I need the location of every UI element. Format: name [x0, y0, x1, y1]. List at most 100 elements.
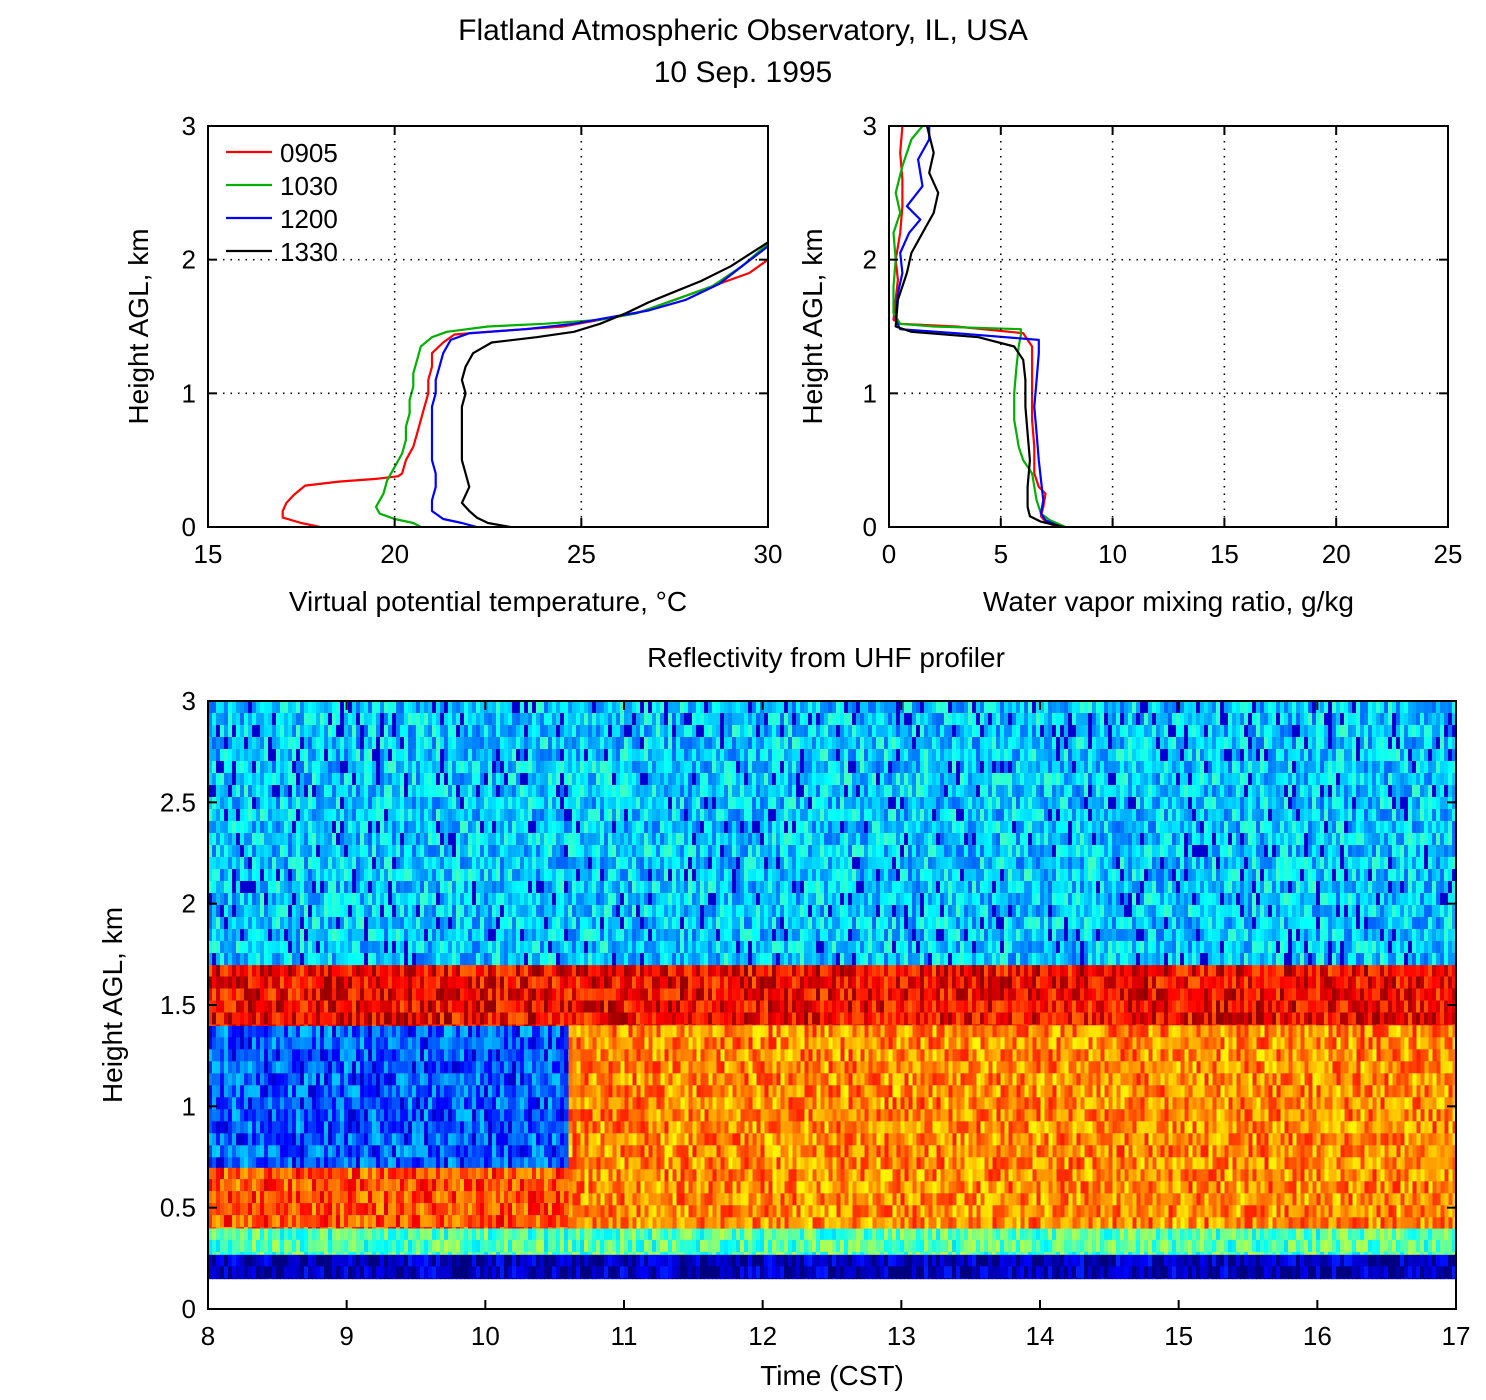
- heatmap-cell: [512, 1024, 517, 1026]
- heatmap-cell: [536, 1121, 541, 1134]
- heatmap-cell: [588, 988, 593, 1002]
- heatmap-cell: [548, 1133, 553, 1146]
- heatmap-cell: [252, 1097, 257, 1110]
- heatmap-cell: [488, 964, 493, 978]
- heatmap-cell: [424, 1025, 429, 1038]
- heatmap-cell: [992, 988, 997, 1002]
- heatmap-cell: [512, 1121, 517, 1134]
- heatmap-cell: [1292, 1251, 1297, 1255]
- heatmap-cell: [260, 1191, 265, 1204]
- heatmap-cell: [376, 964, 381, 978]
- heatmap-cell: [1124, 1227, 1129, 1241]
- heatmap-cell: [752, 964, 757, 978]
- heatmap-cell: [504, 976, 509, 990]
- heatmap-cell: [424, 1157, 429, 1168]
- heatmap-cell: [816, 1024, 821, 1026]
- heatmap-cell: [1440, 1254, 1445, 1267]
- heatmap-cell: [804, 988, 809, 1002]
- heatmap-cell: [824, 1266, 829, 1279]
- heatmap-cell: [616, 976, 621, 990]
- heatmap-cell: [220, 1239, 225, 1253]
- heatmap-cell: [508, 1251, 513, 1255]
- heatmap-cell: [776, 1251, 781, 1255]
- heatmap-cell: [344, 1073, 349, 1086]
- heatmap-cell: [484, 1073, 489, 1086]
- heatmap-cell: [1316, 1227, 1321, 1241]
- heatmap-cell: [228, 1254, 233, 1267]
- heatmap-cell: [392, 1024, 397, 1026]
- heatmap-cell: [276, 1073, 281, 1086]
- heatmap-cell: [1356, 1278, 1361, 1280]
- heatmap-cell: [424, 1133, 429, 1146]
- heatmap-cell: [984, 1000, 989, 1014]
- heatmap-cell: [264, 1191, 269, 1204]
- heatmap-cell: [212, 1157, 217, 1168]
- heatmap-cell: [492, 1121, 497, 1134]
- heatmap-cell: [308, 976, 313, 990]
- heatmap-cell: [356, 1000, 361, 1014]
- heatmap-cell: [776, 1254, 781, 1267]
- heatmap-cell: [1188, 1266, 1193, 1279]
- heatmap-cell: [1372, 1251, 1377, 1255]
- heatmap-cell: [992, 1251, 997, 1255]
- heatmap-cell: [848, 1239, 853, 1253]
- heatmap-cell: [1328, 1278, 1333, 1280]
- heatmap-cell: [428, 1254, 433, 1267]
- heatmap-cell: [944, 964, 949, 978]
- heatmap-cell: [464, 1227, 469, 1241]
- heatmap-cell: [804, 964, 809, 978]
- heatmap-cell: [1264, 1251, 1269, 1255]
- heatmap-cell: [228, 1145, 233, 1158]
- heatmap-cell: [256, 1266, 261, 1279]
- heatmap-cell: [908, 1000, 913, 1014]
- heatmap-cell: [480, 964, 485, 978]
- heatmap-cell: [524, 1203, 529, 1216]
- heatmap-cell: [264, 1278, 269, 1280]
- heatmap-cell: [212, 976, 217, 990]
- heatmap-cell: [432, 1061, 437, 1074]
- heatmap-cell: [544, 1157, 549, 1168]
- heatmap-cell: [452, 1133, 457, 1146]
- heatmap-cell: [1000, 1278, 1005, 1280]
- heatmap-cell: [1052, 964, 1057, 978]
- heatmap-cell: [288, 1073, 293, 1086]
- heatmap-cell: [1136, 964, 1141, 978]
- heatmap-cell: [728, 964, 733, 978]
- x-tick-label: 20: [380, 539, 409, 569]
- heatmap-cell: [232, 1157, 237, 1168]
- heatmap-cell: [1360, 1227, 1365, 1241]
- heatmap-cell: [336, 1097, 341, 1110]
- heatmap-cell: [1260, 1278, 1265, 1280]
- heatmap-cell: [220, 1251, 225, 1255]
- heatmap-cell: [1056, 1266, 1061, 1279]
- heatmap-cell: [528, 1012, 533, 1026]
- heatmap-cell: [496, 1227, 501, 1229]
- heatmap-cell: [296, 1191, 301, 1204]
- heatmap-cell: [956, 1254, 961, 1267]
- heatmap-cell: [348, 1145, 353, 1158]
- heatmap-cell: [396, 1025, 401, 1038]
- heatmap-cell: [964, 976, 969, 990]
- heatmap-cell: [480, 1179, 485, 1192]
- heatmap-cell: [316, 1203, 321, 1216]
- heatmap-cell: [380, 1167, 385, 1180]
- heatmap-cell: [912, 976, 917, 990]
- heatmap-cell: [516, 1167, 521, 1180]
- heatmap-cell: [1024, 1278, 1029, 1280]
- heatmap-cell: [968, 1000, 973, 1014]
- heatmap-cell: [560, 1121, 565, 1134]
- heatmap-cell: [268, 1145, 273, 1158]
- heatmap-cell: [840, 1278, 845, 1280]
- heatmap-cell: [340, 1025, 345, 1038]
- heatmap-cell: [1020, 1251, 1025, 1255]
- heatmap-cell: [472, 1025, 477, 1038]
- heatmap-cell: [992, 1012, 997, 1026]
- heatmap-cell: [1276, 1239, 1281, 1253]
- heatmap-cell: [376, 1239, 381, 1253]
- heatmap-cell: [904, 1251, 909, 1255]
- heatmap-cell: [552, 1157, 557, 1168]
- heatmap-cell: [540, 1239, 545, 1253]
- heatmap-cell: [520, 1251, 525, 1255]
- heatmap-cell: [448, 1025, 453, 1038]
- heatmap-cell: [484, 1266, 489, 1279]
